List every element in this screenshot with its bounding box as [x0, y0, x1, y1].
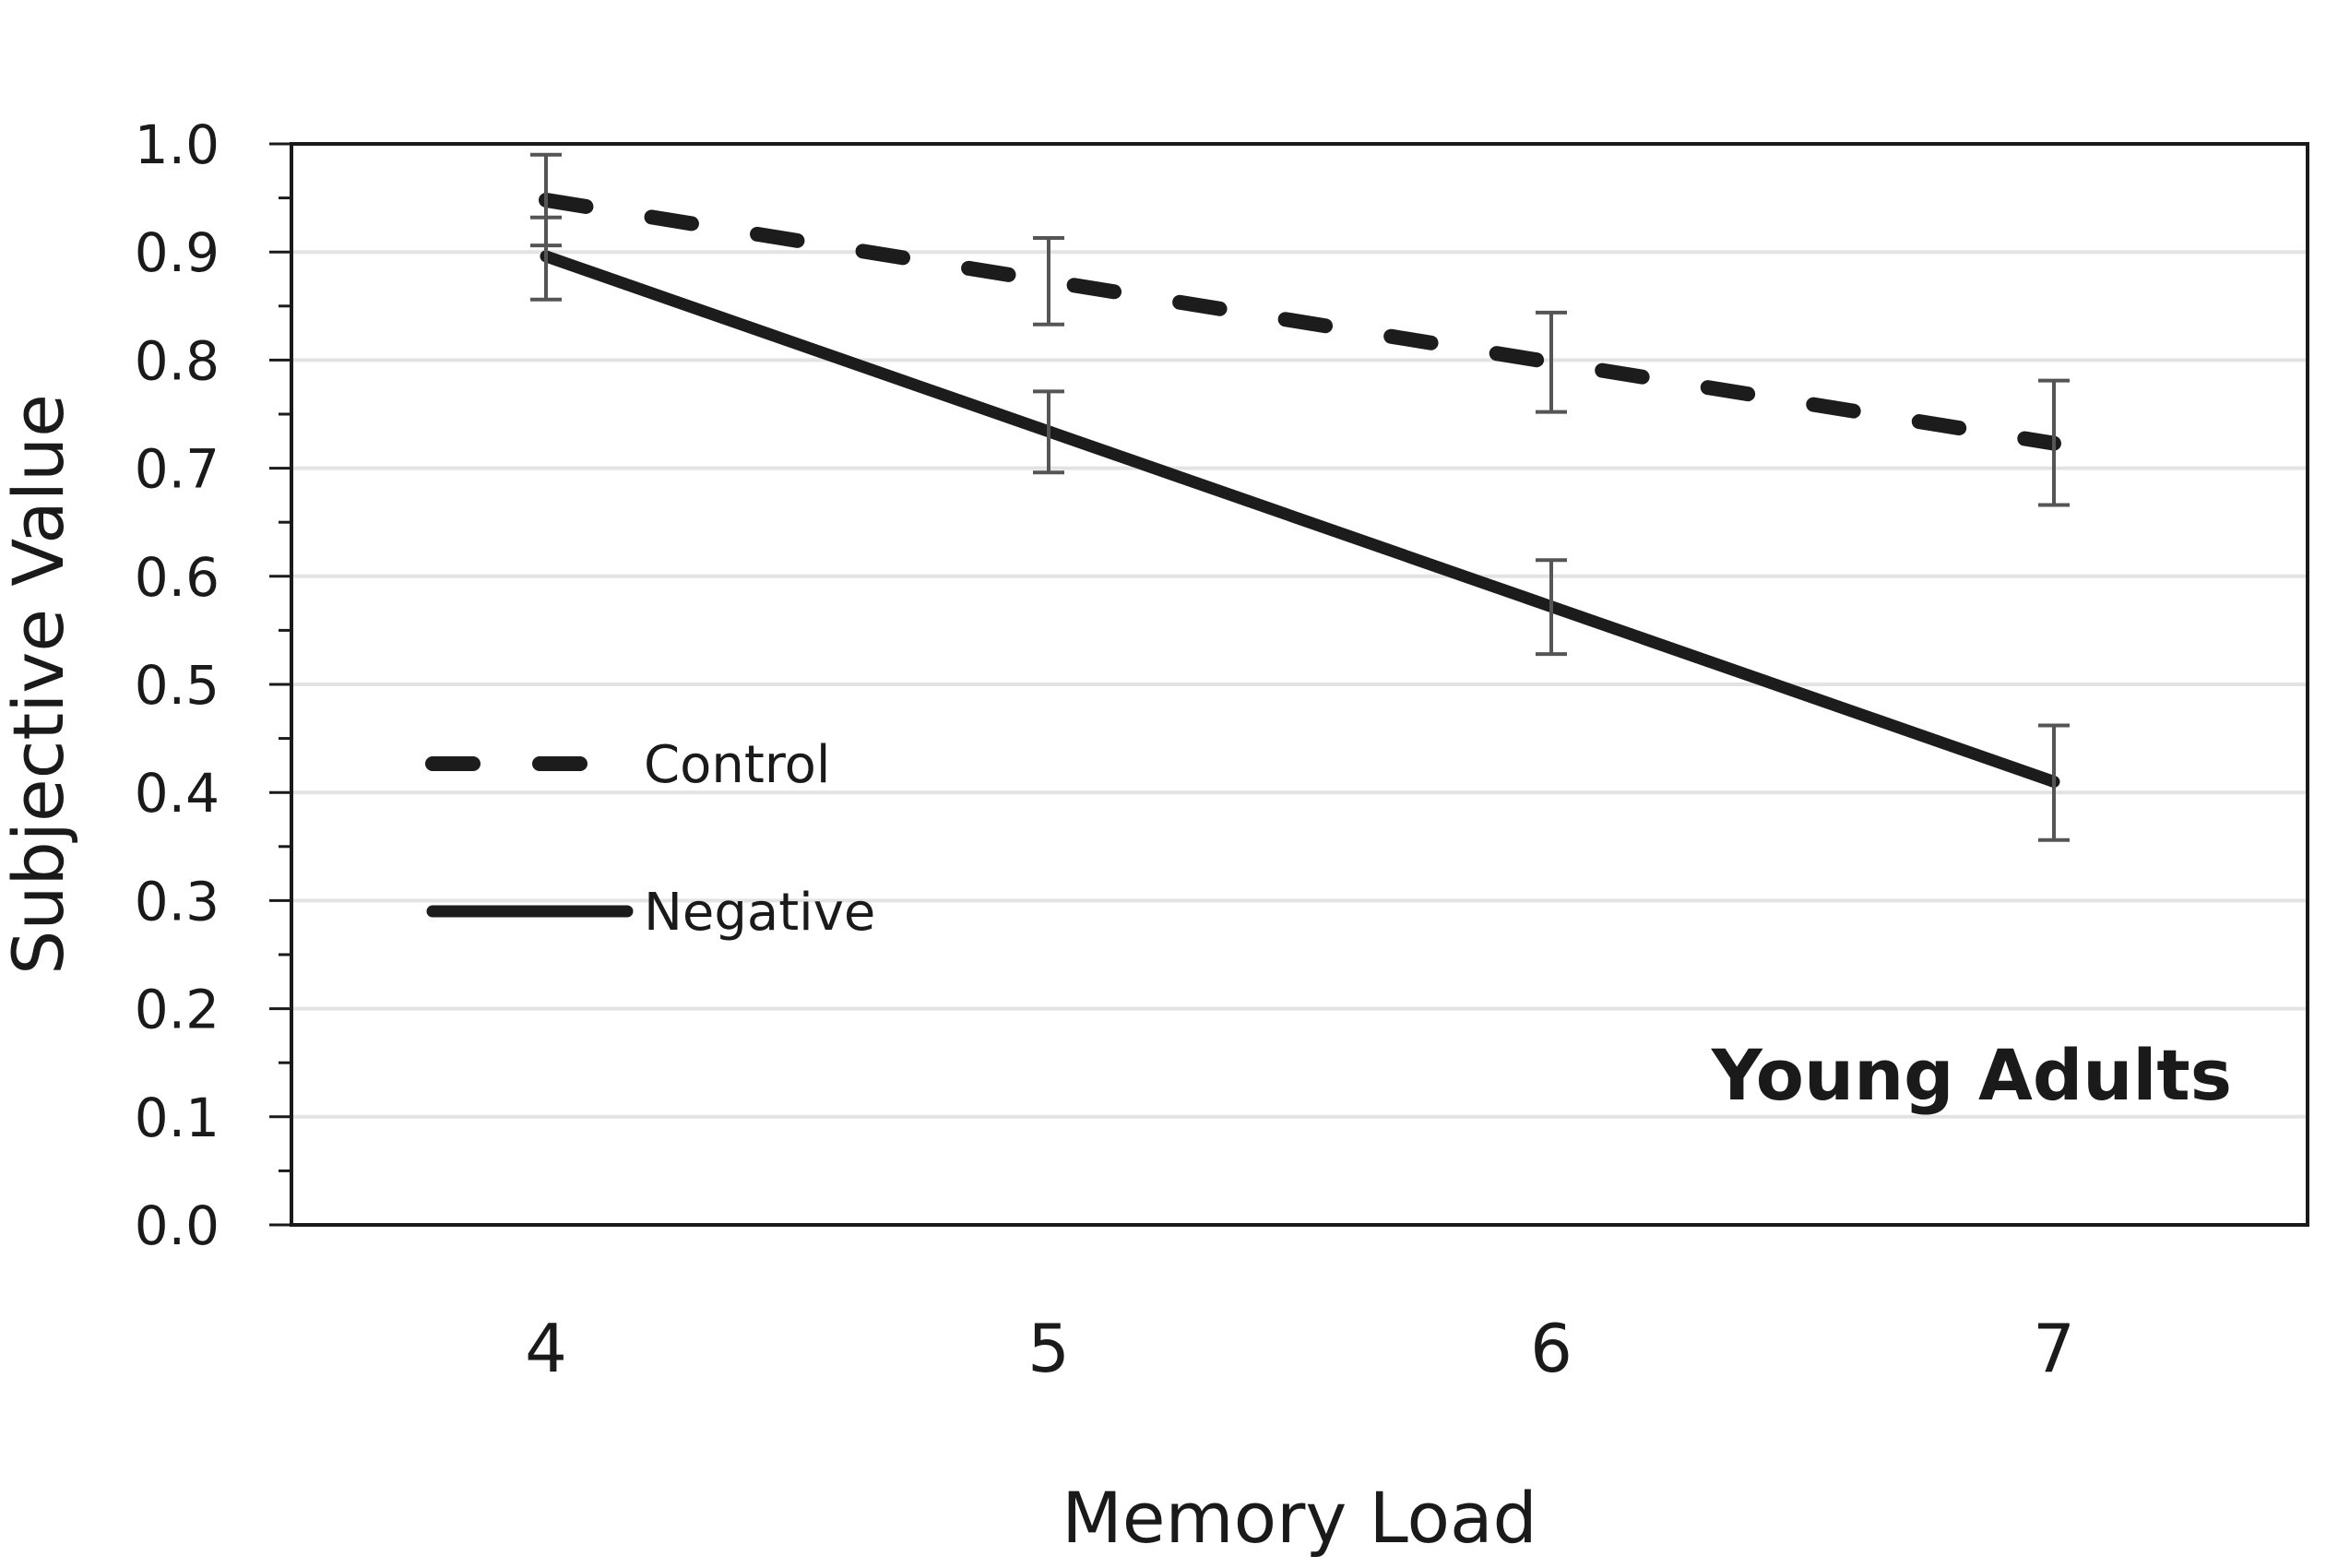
y-tick-label: 0.6 [135, 546, 220, 609]
y-axis-ticks: 0.0 0.1 0.2 0.3 0.4 0.5 0.6 0.7 0.8 0.9 1.0 [135, 113, 291, 1257]
x-tick-label: 7 [2033, 1310, 2075, 1387]
legend: Control Negative [425, 735, 875, 943]
y-tick-label: 0.3 [135, 870, 220, 932]
x-axis-title: Memory Load [1062, 1477, 1537, 1559]
grid-lines [291, 250, 2308, 1119]
error-bar [2038, 378, 2070, 507]
y-axis-title: Subjective Value [0, 394, 79, 975]
y-tick-label: 0.8 [135, 329, 220, 392]
y-tick-label: 0.7 [135, 438, 220, 501]
error-bar [530, 215, 562, 302]
y-tick-label: 0.9 [135, 221, 220, 284]
legend-label-negative: Negative [644, 883, 875, 943]
x-tick-label: 6 [1530, 1310, 1572, 1387]
error-bar [1536, 558, 1567, 657]
error-bar [1536, 310, 1567, 414]
x-tick-label: 5 [1027, 1310, 1070, 1387]
y-tick-label: 0.5 [135, 654, 220, 717]
chart-annotation: Young Adults [1711, 1034, 2232, 1116]
x-axis-tick-labels: 4 5 6 7 [525, 1310, 2075, 1387]
legend-label-control: Control [644, 735, 830, 795]
y-tick-label: 0.1 [135, 1087, 220, 1149]
series-line-control [539, 192, 2061, 451]
error-bars [530, 152, 2070, 842]
y-tick-label: 0.2 [135, 979, 220, 1041]
error-bar [1033, 235, 1064, 327]
y-tick-label: 1.0 [135, 113, 220, 176]
x-tick-label: 4 [525, 1310, 567, 1387]
error-bar [1033, 389, 1064, 475]
series-lines [539, 192, 2061, 788]
series-line-negative [540, 250, 2060, 788]
error-bar [2038, 723, 2070, 842]
y-tick-label: 0.4 [135, 762, 220, 825]
y-tick-label: 0.0 [135, 1194, 220, 1257]
